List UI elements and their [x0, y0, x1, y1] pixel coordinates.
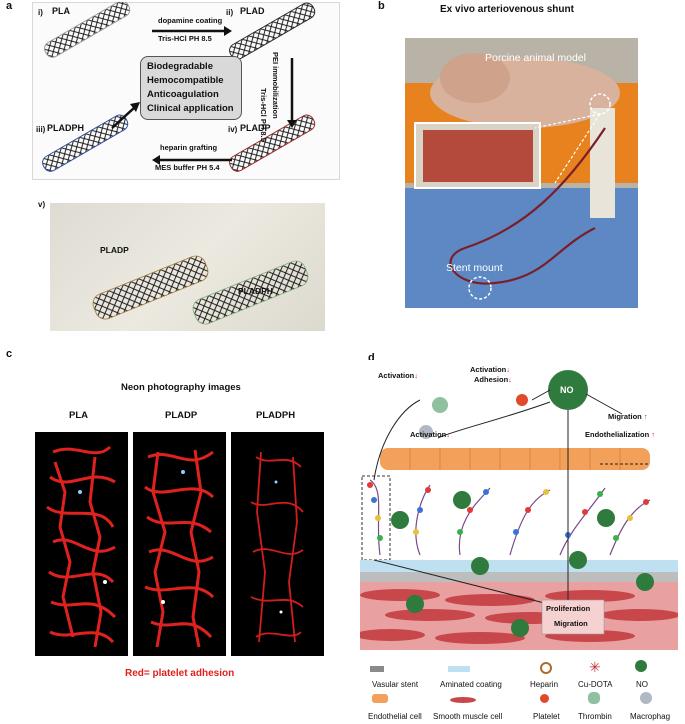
no-icon	[635, 660, 647, 672]
label-plad: PLAD	[240, 6, 265, 16]
d-endothelialization: Endothelialization ↑	[585, 430, 656, 439]
platelet-icon	[540, 694, 549, 703]
legend-platelet: Platelet	[533, 712, 560, 721]
smooth-muscle-layer	[360, 582, 678, 650]
up-arrow-icon: ↑	[643, 412, 648, 421]
d-proliferation: Proliferation	[546, 604, 591, 613]
legend-macrophage: Macrophag	[630, 712, 671, 721]
photo-label-pladp: PLADP	[100, 245, 129, 255]
neon-image-pladp	[133, 432, 226, 656]
label-ii: ii)	[226, 8, 234, 17]
legend-aminated: Aminated coating	[440, 680, 502, 689]
down-arrow-icon: ↓	[506, 365, 511, 374]
up-arrow-icon: ↑	[651, 430, 656, 439]
panel-c-col-pla: PLA	[69, 410, 88, 421]
step2-line1: Tris-HCl PH 8.5	[259, 88, 268, 142]
step3-bottom: MES buffer PH 5.4	[155, 163, 220, 172]
label-iv: iv)	[228, 125, 238, 134]
label-pladp: PLADP	[240, 123, 271, 133]
d-adhesion: Adhesion↓	[474, 375, 512, 384]
legend-vascular-stent: Vasular stent	[372, 680, 419, 689]
box-line-2: Hemocompatible	[147, 75, 224, 86]
down-arrow-icon: ↓	[414, 371, 419, 380]
neon-pladph-svg	[250, 451, 304, 643]
panel-b-letter: b	[378, 0, 385, 12]
neon-pladp-svg	[144, 449, 215, 648]
step2-line2: PEI immobilization	[271, 52, 280, 119]
legend-cu-dota: Cu-DOTA	[578, 680, 613, 689]
stent-photo-svg	[92, 255, 309, 325]
stent-pladph	[42, 114, 129, 172]
label-pladph: PLADPH	[47, 123, 85, 133]
panel-d-letter: d	[368, 352, 375, 364]
d-activation-3: Activation↓	[410, 430, 451, 439]
stent-mount-label: Stent mount	[446, 262, 503, 274]
neon-image-pladph	[231, 432, 324, 656]
properties-box: Biodegradable Hemocompatible Anticoagula…	[140, 56, 242, 120]
stent-photo	[50, 203, 325, 331]
step3-top: heparin grafting	[160, 143, 218, 152]
d-activation-2: Activation↓	[470, 365, 511, 374]
label-pla: PLA	[52, 6, 70, 16]
macrophage-icon	[640, 692, 652, 704]
stent-plad	[229, 2, 316, 60]
shunt-photo-svg	[405, 38, 638, 308]
label-iii: iii)	[36, 125, 46, 134]
endothelial-layer	[380, 448, 650, 470]
stent-pla	[44, 2, 131, 58]
heparin-icon	[540, 662, 552, 674]
step1-top: dopamine coating	[158, 16, 223, 25]
panel-c-title: Neon photography images	[121, 382, 241, 393]
panel-c-caption: Red= platelet adhesion	[125, 668, 235, 679]
legend-endothelial: Endothelial cell	[368, 712, 422, 721]
legend-heparin: Heparin	[530, 680, 559, 689]
panel-c-letter: c	[6, 348, 13, 360]
d-migration-bottom: Migration	[554, 619, 588, 628]
thrombin-icon	[588, 692, 600, 704]
step1-bottom: Tris-HCl PH 8.5	[158, 34, 212, 43]
box-line-4: Clinical application	[147, 103, 234, 114]
stent-pladp	[229, 114, 316, 172]
panel-a-letter: a	[6, 0, 13, 12]
down-arrow-icon: ↓	[508, 375, 512, 384]
legend-thrombin: Thrombin	[578, 712, 612, 721]
label-v: v)	[38, 200, 46, 209]
endothelial-cell-icon	[372, 694, 388, 703]
legend-vascular-stent-swatch	[370, 666, 384, 672]
d-activation-1: Activation↓	[378, 371, 419, 380]
box-line-3: Anticoagulation	[147, 89, 219, 100]
d-migration-top: Migration ↑	[608, 412, 648, 421]
animal-model-label: Porcine animal model	[485, 52, 586, 64]
photo-label-pladph: PLADPH	[238, 286, 273, 296]
neon-image-pla	[35, 432, 128, 656]
d-no-main: NO	[560, 385, 574, 395]
panel-c-col-pladp: PLADP	[165, 410, 198, 421]
neon-pla-svg	[46, 445, 117, 648]
label-i: i)	[38, 8, 43, 17]
box-line-1: Biodegradable	[147, 61, 213, 72]
legend-smooth-muscle: Smooth muscle cell	[433, 712, 503, 721]
panel-a-stents	[42, 2, 316, 172]
panel-c-col-pladph: PLADPH	[256, 410, 296, 421]
panel-b-title: Ex vivo arteriovenous shunt	[440, 4, 574, 15]
down-arrow-icon: ↓	[446, 430, 451, 439]
smooth-muscle-icon	[450, 697, 476, 703]
legend-no: NO	[636, 680, 648, 689]
panel-d-diagram	[360, 360, 678, 660]
cu-dota-icon: ✳	[589, 659, 601, 675]
legend-aminated-swatch	[448, 666, 470, 672]
shunt-photo	[405, 38, 638, 308]
